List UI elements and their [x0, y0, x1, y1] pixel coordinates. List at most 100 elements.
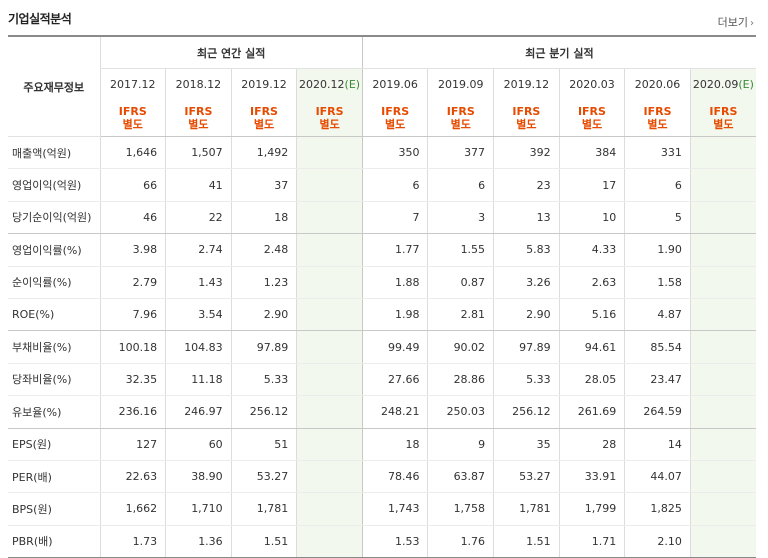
period-header: 2019.06 — [361, 68, 428, 100]
ifrs-label: IFRS — [118, 105, 147, 118]
row-label: 유보율(%) — [8, 395, 100, 429]
table-cell — [296, 136, 363, 170]
row-label: 영업이익률(%) — [8, 233, 100, 267]
row-label: 당기순이익(억원) — [8, 201, 100, 235]
table-cell: 1.76 — [427, 525, 494, 558]
table-cell — [689, 395, 756, 429]
period-header: 2017.12 — [99, 68, 166, 100]
table-cell: 13 — [493, 201, 560, 235]
table-cell: 22 — [165, 201, 232, 235]
table-cell: 1,507 — [165, 136, 232, 170]
period-header: 2020.03 — [558, 68, 625, 100]
table-cell — [296, 330, 363, 364]
table-cell: 66 — [99, 168, 166, 202]
ifrs-type-label: 별도 — [581, 118, 603, 131]
ifrs-badge: IFRS 별도 — [296, 100, 363, 137]
table-cell — [689, 363, 756, 397]
row-label: 부채비율(%) — [8, 330, 100, 364]
table-cell: 23 — [493, 168, 560, 202]
table-cell: 41 — [165, 168, 232, 202]
table-cell: 5.16 — [558, 298, 625, 332]
more-link[interactable]: 더보기 › — [718, 14, 754, 30]
table-cell — [689, 428, 756, 461]
table-cell: 1,492 — [230, 136, 297, 170]
period-header: 2020.12(E) — [296, 68, 363, 100]
table-row: 당좌비율(%) 32.35 11.18 5.33 27.66 28.86 5.33 28.05… — [8, 363, 756, 397]
table-cell: 51 — [230, 428, 297, 461]
table-cell — [296, 428, 363, 461]
ifrs-label: IFRS — [184, 105, 213, 118]
table-cell: 1.90 — [624, 233, 691, 267]
table-cell: 1,710 — [165, 492, 232, 526]
ifrs-label: IFRS — [709, 105, 738, 118]
table-cell: 5 — [624, 201, 691, 235]
ifrs-badge: IFRS 별도 — [689, 100, 756, 137]
table-cell: 22.63 — [99, 460, 166, 494]
table-cell: 63.87 — [427, 460, 494, 494]
ifrs-badge: IFRS 별도 — [624, 100, 691, 137]
row-label: PER(배) — [8, 460, 100, 494]
table-cell: 250.03 — [427, 395, 494, 429]
table-cell: 256.12 — [493, 395, 560, 429]
table-row: PBR(배) 1.73 1.36 1.51 1.53 1.76 1.51 1.71 2.10 — [8, 525, 756, 558]
table-cell — [689, 525, 756, 558]
table-cell — [689, 298, 756, 332]
ifrs-type-label: 별도 — [253, 118, 275, 131]
table-cell: 1,758 — [427, 492, 494, 526]
table-cell: 331 — [624, 136, 691, 170]
table-cell — [689, 492, 756, 526]
table-cell: 23.47 — [624, 363, 691, 397]
ifrs-label: IFRS — [315, 105, 344, 118]
table-cell: 5.33 — [493, 363, 560, 397]
table-cell: 3.26 — [493, 266, 560, 299]
ifrs-label: IFRS — [577, 105, 606, 118]
table-row: 당기순이익(억원) 46 22 18 7 3 13 10 5 — [8, 201, 756, 235]
table-cell: 2.90 — [230, 298, 297, 332]
ifrs-badge: IFRS 별도 — [165, 100, 232, 137]
table-row: ROE(%) 7.96 3.54 2.90 1.98 2.81 2.90 5.16 4.87 — [8, 298, 756, 332]
table-cell: 6 — [361, 168, 428, 202]
table-cell: 78.46 — [361, 460, 428, 494]
table-cell — [689, 201, 756, 235]
ifrs-badge: IFRS 별도 — [99, 100, 166, 137]
table-cell: 33.91 — [558, 460, 625, 494]
table-cell — [296, 395, 363, 429]
quarter-group-header: 최근 분기 실적 — [361, 35, 756, 69]
table-cell: 1,781 — [493, 492, 560, 526]
table-cell: 18 — [361, 428, 428, 461]
table-cell: 2.79 — [99, 266, 166, 299]
table-cell — [689, 330, 756, 364]
period-label: 2020.12 — [299, 78, 345, 91]
period-label: 2019.12 — [503, 78, 550, 91]
table-row: EPS(원) 127 60 51 18 9 35 28 14 — [8, 428, 756, 461]
chevron-right-icon: › — [750, 18, 754, 29]
table-row: 부채비율(%) 100.18 104.83 97.89 99.49 90.02 97.89 9… — [8, 330, 756, 364]
table-cell: 236.16 — [99, 395, 166, 429]
table-cell: 1.77 — [361, 233, 428, 267]
table-cell: 1,799 — [558, 492, 625, 526]
section-title: 기업실적분석 — [8, 12, 72, 26]
table-cell: 1.98 — [361, 298, 428, 332]
ifrs-type-label: 별도 — [516, 118, 537, 131]
table-row: 매출액(억원) 1,646 1,507 1,492 350 377 392 384 331 — [8, 136, 756, 170]
table-cell: 94.61 — [558, 330, 625, 364]
period-label: 2020.03 — [569, 78, 615, 91]
table-cell: 377 — [427, 136, 494, 170]
table-row: PER(배) 22.63 38.90 53.27 78.46 63.87 53.27 33.9… — [8, 460, 756, 494]
table-cell: 3.54 — [165, 298, 232, 332]
table-cell: 44.07 — [624, 460, 691, 494]
estimate-tag: (E) — [738, 78, 754, 91]
table-cell: 4.33 — [558, 233, 625, 267]
table-cell: 246.97 — [165, 395, 232, 429]
table-cell: 9 — [427, 428, 494, 461]
table-cell: 53.27 — [493, 460, 560, 494]
table-row: BPS(원) 1,662 1,710 1,781 1,743 1,758 1,781 1,79… — [8, 492, 756, 526]
ifrs-label: IFRS — [512, 105, 541, 118]
row-label: 영업이익(억원) — [8, 168, 100, 202]
table-cell: 2.81 — [427, 298, 494, 332]
table-cell: 1.55 — [427, 233, 494, 267]
period-label: 2019.09 — [438, 78, 484, 91]
annual-group-header: 최근 연간 실적 — [99, 35, 363, 69]
table-cell: 1.51 — [493, 525, 560, 558]
table-cell: 1.43 — [165, 266, 232, 299]
